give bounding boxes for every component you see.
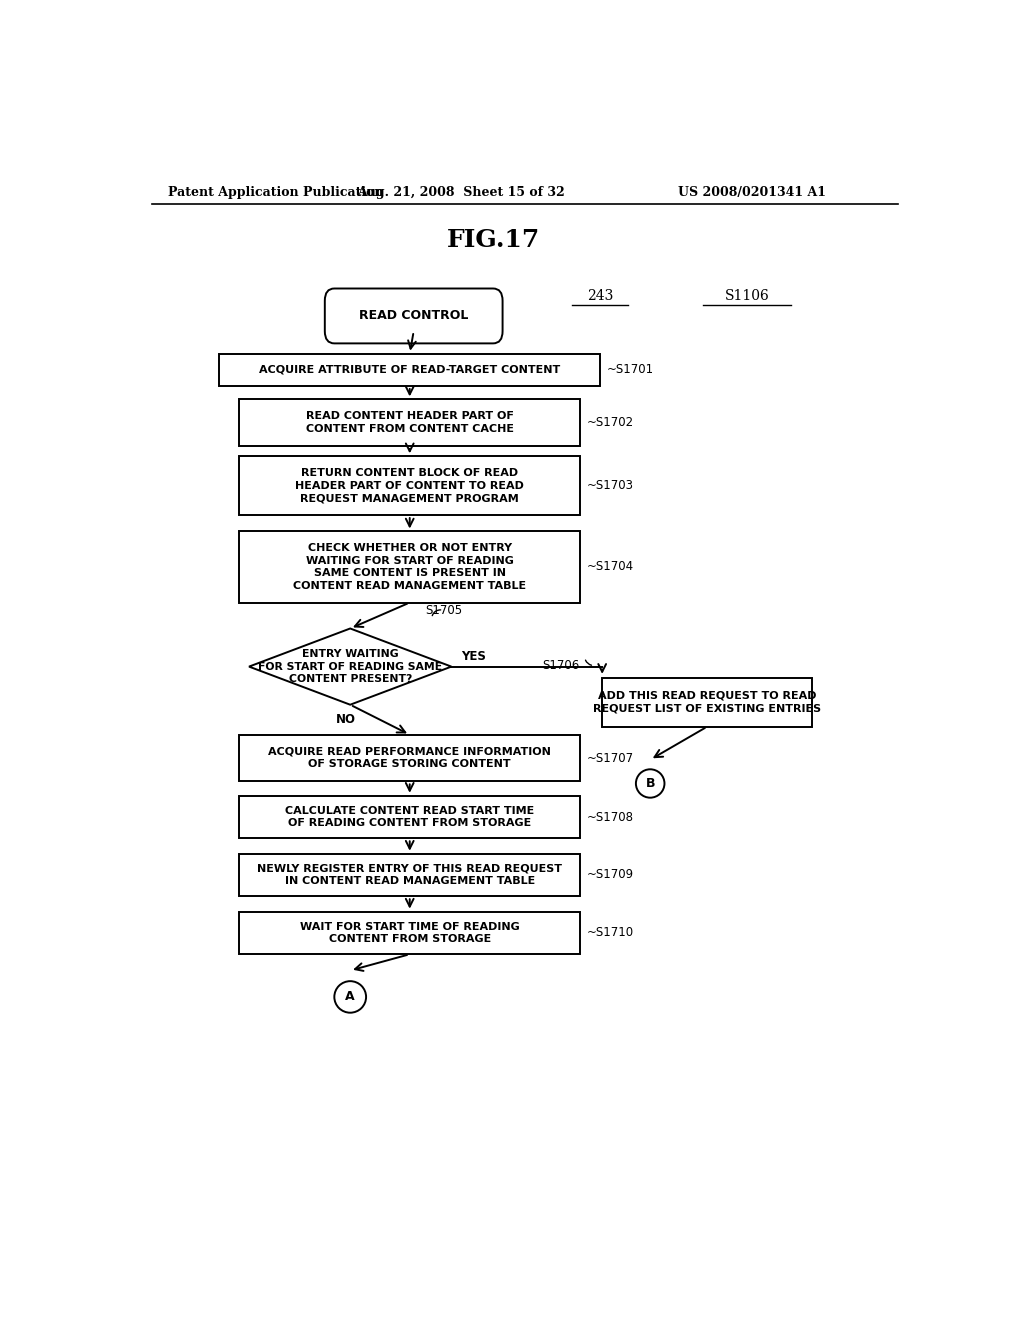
- Text: ~S1703: ~S1703: [587, 479, 634, 492]
- Text: CALCULATE CONTENT READ START TIME
OF READING CONTENT FROM STORAGE: CALCULATE CONTENT READ START TIME OF REA…: [285, 805, 535, 828]
- FancyBboxPatch shape: [239, 735, 581, 781]
- Text: ACQUIRE ATTRIBUTE OF READ-TARGET CONTENT: ACQUIRE ATTRIBUTE OF READ-TARGET CONTENT: [259, 364, 560, 375]
- Text: WAIT FOR START TIME OF READING
CONTENT FROM STORAGE: WAIT FOR START TIME OF READING CONTENT F…: [300, 921, 519, 944]
- Text: ~S1709: ~S1709: [587, 869, 634, 882]
- FancyBboxPatch shape: [239, 457, 581, 515]
- Text: ~S1702: ~S1702: [587, 416, 634, 429]
- Text: S1106: S1106: [725, 289, 769, 302]
- Text: READ CONTENT HEADER PART OF
CONTENT FROM CONTENT CACHE: READ CONTENT HEADER PART OF CONTENT FROM…: [306, 412, 514, 434]
- FancyBboxPatch shape: [602, 677, 812, 726]
- FancyBboxPatch shape: [239, 532, 581, 602]
- Text: A: A: [345, 990, 355, 1003]
- Text: ADD THIS READ REQUEST TO READ
REQUEST LIST OF EXISTING ENTRIES: ADD THIS READ REQUEST TO READ REQUEST LI…: [593, 690, 821, 713]
- FancyBboxPatch shape: [239, 399, 581, 446]
- Text: YES: YES: [461, 649, 485, 663]
- Ellipse shape: [636, 770, 665, 797]
- Text: READ CONTROL: READ CONTROL: [359, 309, 468, 322]
- Text: ACQUIRE READ PERFORMANCE INFORMATION
OF STORAGE STORING CONTENT: ACQUIRE READ PERFORMANCE INFORMATION OF …: [268, 747, 551, 770]
- Text: RETURN CONTENT BLOCK OF READ
HEADER PART OF CONTENT TO READ
REQUEST MANAGEMENT P: RETURN CONTENT BLOCK OF READ HEADER PART…: [295, 469, 524, 503]
- FancyBboxPatch shape: [219, 354, 600, 385]
- Text: US 2008/0201341 A1: US 2008/0201341 A1: [678, 186, 826, 199]
- Text: ~S1704: ~S1704: [587, 561, 634, 573]
- Text: ~S1708: ~S1708: [587, 810, 634, 824]
- FancyBboxPatch shape: [239, 854, 581, 896]
- Text: FIG.17: FIG.17: [446, 228, 540, 252]
- Text: 243: 243: [587, 289, 613, 302]
- Text: ~S1710: ~S1710: [587, 927, 634, 940]
- Text: Patent Application Publication: Patent Application Publication: [168, 186, 383, 199]
- Text: ~S1701: ~S1701: [606, 363, 653, 376]
- Polygon shape: [249, 628, 452, 705]
- Text: NO: NO: [336, 714, 356, 726]
- Text: S1706: S1706: [543, 659, 580, 672]
- Text: S1705: S1705: [425, 603, 462, 616]
- Text: ENTRY WAITING
FOR START OF READING SAME
CONTENT PRESENT?: ENTRY WAITING FOR START OF READING SAME …: [258, 649, 442, 684]
- FancyBboxPatch shape: [325, 289, 503, 343]
- Text: NEWLY REGISTER ENTRY OF THIS READ REQUEST
IN CONTENT READ MANAGEMENT TABLE: NEWLY REGISTER ENTRY OF THIS READ REQUES…: [257, 863, 562, 886]
- Ellipse shape: [334, 981, 367, 1012]
- Text: B: B: [645, 777, 655, 789]
- Text: Aug. 21, 2008  Sheet 15 of 32: Aug. 21, 2008 Sheet 15 of 32: [357, 186, 565, 199]
- FancyBboxPatch shape: [239, 912, 581, 954]
- FancyBboxPatch shape: [239, 796, 581, 838]
- Text: ~S1707: ~S1707: [587, 751, 634, 764]
- Text: CHECK WHETHER OR NOT ENTRY
WAITING FOR START OF READING
SAME CONTENT IS PRESENT : CHECK WHETHER OR NOT ENTRY WAITING FOR S…: [293, 544, 526, 590]
